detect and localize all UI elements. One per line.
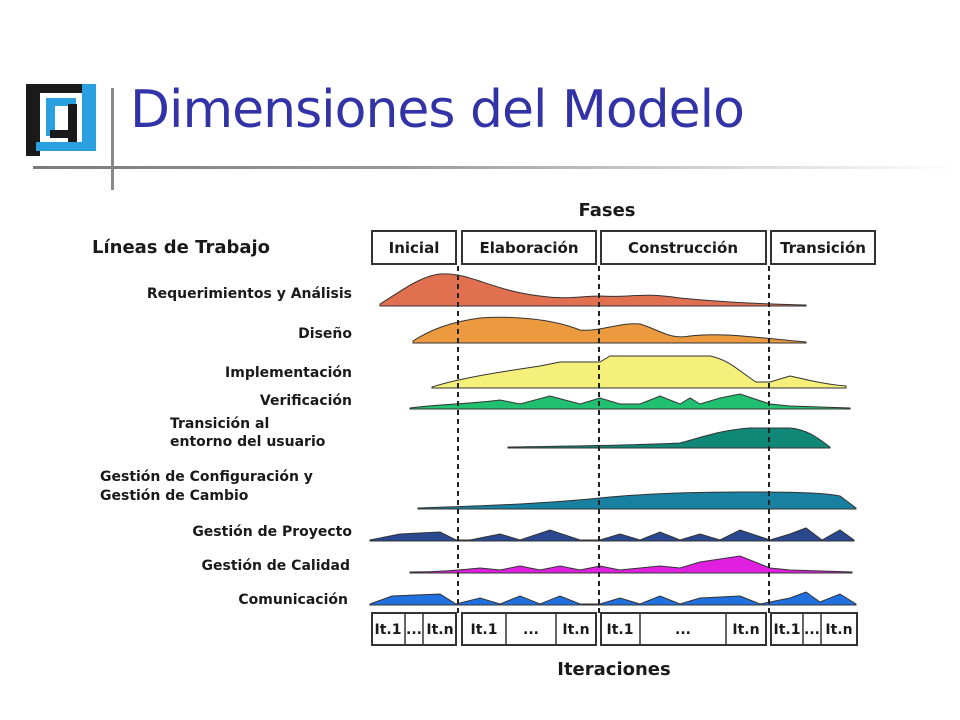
- phase-label: Construcción: [628, 239, 738, 257]
- phase-boundaries: [457, 266, 770, 613]
- workflow-label: Diseño: [298, 326, 352, 342]
- phase-box-elaboracion: Elaboración: [461, 230, 597, 265]
- workflow-label: Implementación: [225, 365, 352, 381]
- iteration-label: It.n: [732, 622, 759, 638]
- iteration-label: It.n: [426, 622, 453, 638]
- phase-box-inicial: Inicial: [371, 230, 457, 265]
- workflow-label: Verificación: [260, 393, 352, 409]
- iteration-label: ...: [804, 622, 820, 638]
- hump-proyecto: [369, 527, 855, 542]
- iteration-boxes: [371, 612, 858, 646]
- workflow-label: Gestión de Cambio: [100, 488, 249, 504]
- iteration-label: It.1: [607, 622, 634, 638]
- phase-box-transicion: Transición: [770, 230, 876, 265]
- workflow-label: Gestión de Configuración y: [100, 469, 313, 485]
- iteration-label: ...: [523, 622, 539, 638]
- hump-transicion: [507, 427, 831, 449]
- iteration-labels: It.1 ... It.n It.1 ... It.n It.1 ... It.…: [375, 622, 853, 638]
- workflow-label: Requerimientos y Análisis: [147, 286, 352, 302]
- phase-label: Inicial: [389, 239, 440, 257]
- iteration-dividers: [404, 613, 822, 645]
- phases-title: Fases: [578, 200, 635, 221]
- logo-icon: [26, 84, 96, 156]
- hump-comunicacion: [369, 591, 857, 606]
- workflow-label: Gestión de Calidad: [202, 558, 350, 574]
- hump-verificacion: [409, 393, 851, 410]
- slide-title: Dimensiones del Modelo: [130, 80, 745, 140]
- workflow-labels: Requerimientos y Análisis Diseño Impleme…: [100, 286, 352, 608]
- phase-box-construccion: Construcción: [600, 230, 767, 265]
- workflow-shapes: [369, 273, 857, 606]
- iteration-label: It.1: [471, 622, 498, 638]
- hump-diseno: [412, 316, 807, 344]
- iteration-label: It.1: [375, 622, 402, 638]
- hump-configuracion: [417, 491, 857, 510]
- workflow-label: Gestión de Proyecto: [192, 524, 352, 540]
- iterations-title: Iteraciones: [557, 659, 670, 680]
- title-vertical-rule: [111, 88, 114, 190]
- phase-label: Elaboración: [479, 239, 578, 257]
- workflow-label: entorno del usuario: [170, 434, 326, 450]
- iteration-label: It.n: [825, 622, 852, 638]
- iteration-label: It.n: [562, 622, 589, 638]
- iteration-label: ...: [675, 622, 691, 638]
- iteration-label: It.1: [774, 622, 801, 638]
- hump-calidad: [409, 555, 853, 574]
- hump-requerimientos: [379, 273, 807, 307]
- iteration-label: ...: [406, 622, 422, 638]
- workflows-title: Líneas de Trabajo: [92, 237, 270, 258]
- phase-label: Transición: [780, 239, 866, 257]
- workflow-label: Transición al: [170, 416, 269, 432]
- workflow-label: Comunicación: [238, 592, 348, 608]
- hump-implementacion: [431, 355, 847, 389]
- title-horizontal-rule: [33, 166, 960, 169]
